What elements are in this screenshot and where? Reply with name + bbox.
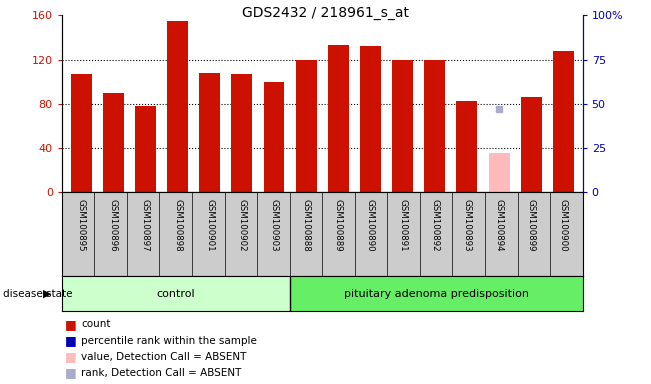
Text: percentile rank within the sample: percentile rank within the sample [81,336,257,346]
Text: GSM100899: GSM100899 [527,199,536,251]
Bar [424,60,445,192]
Text: GSM100901: GSM100901 [205,199,214,252]
Bar [71,74,92,192]
Text: GSM100888: GSM100888 [301,199,311,252]
Bar [360,46,381,192]
Bar [231,74,253,192]
Text: GSM100895: GSM100895 [77,199,86,252]
Bar [328,45,349,192]
Text: GDS2432 / 218961_s_at: GDS2432 / 218961_s_at [242,6,409,20]
Text: GSM100898: GSM100898 [173,199,182,252]
Text: GSM100896: GSM100896 [109,199,118,252]
Text: GSM100890: GSM100890 [366,199,375,252]
Text: GSM100893: GSM100893 [462,199,471,252]
Bar [521,97,542,192]
Bar [456,101,477,192]
Text: ■: ■ [65,366,77,379]
Bar [62,276,290,311]
Text: GSM100891: GSM100891 [398,199,407,252]
Bar [199,73,220,192]
Text: ■: ■ [65,318,77,331]
Text: value, Detection Call = ABSENT: value, Detection Call = ABSENT [81,352,247,362]
Text: GSM100900: GSM100900 [559,199,568,252]
Text: pituitary adenoma predisposition: pituitary adenoma predisposition [344,289,529,299]
Text: control: control [156,289,195,299]
Text: GSM100892: GSM100892 [430,199,439,252]
Text: GSM100889: GSM100889 [334,199,343,252]
Text: ■: ■ [65,334,77,347]
Text: rank, Detection Call = ABSENT: rank, Detection Call = ABSENT [81,368,242,378]
Bar [553,51,574,192]
Text: disease state: disease state [3,289,73,299]
Bar [392,60,413,192]
Text: ■: ■ [65,350,77,363]
Bar [167,21,188,192]
Bar [103,93,124,192]
Bar [296,60,316,192]
Bar [290,276,583,311]
Bar [135,106,156,192]
Text: GSM100897: GSM100897 [141,199,150,252]
Text: GSM100894: GSM100894 [495,199,504,252]
Text: ▶: ▶ [42,289,51,299]
Text: count: count [81,319,111,329]
Text: GSM100903: GSM100903 [270,199,279,252]
Text: GSM100902: GSM100902 [238,199,246,252]
Bar [489,153,510,192]
Bar [264,82,284,192]
